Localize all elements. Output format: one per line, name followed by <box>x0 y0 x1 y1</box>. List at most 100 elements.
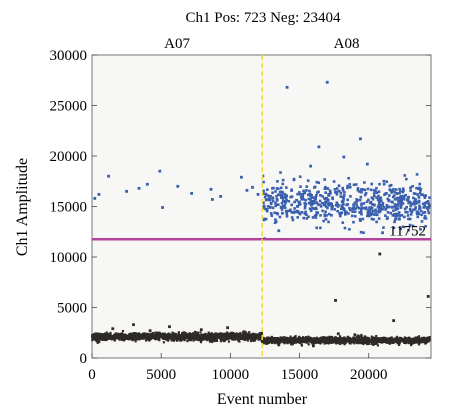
positive-droplet <box>423 216 426 220</box>
negative-droplet <box>273 339 277 342</box>
positive-droplet <box>321 195 324 198</box>
positive-droplet <box>401 195 405 198</box>
positive-droplet <box>374 189 377 193</box>
negative-droplet <box>177 332 180 336</box>
negative-droplet <box>203 334 207 338</box>
negative-droplet <box>361 339 365 342</box>
positive-droplet <box>274 204 278 208</box>
negative-droplet <box>244 337 248 340</box>
positive-droplet <box>281 182 285 186</box>
positive-droplet <box>319 205 323 208</box>
negative-droplet <box>122 335 125 338</box>
negative-droplet <box>385 341 388 344</box>
negative-droplet <box>210 332 213 335</box>
positive-droplet <box>300 210 304 214</box>
positive-droplet <box>376 210 380 213</box>
positive-droplet <box>406 210 409 214</box>
negative-droplet <box>97 340 100 343</box>
negative-droplet <box>171 337 174 340</box>
negative-droplet <box>91 336 94 340</box>
negative-droplet <box>168 332 171 335</box>
positive-droplet <box>356 187 360 190</box>
positive-droplet <box>313 198 317 201</box>
y-tick-label: 5000 <box>57 301 87 317</box>
negative-droplet <box>367 337 371 340</box>
positive-droplet <box>310 202 314 206</box>
positive-droplet <box>344 212 347 215</box>
negative-droplet <box>92 333 95 336</box>
positive-droplet <box>377 207 381 211</box>
positive-droplet <box>319 226 322 230</box>
x-axis-title: Event number <box>217 391 308 408</box>
negative-droplet <box>355 338 358 341</box>
negative-droplet <box>286 337 289 340</box>
negative-droplet <box>424 342 427 345</box>
positive-droplet <box>427 204 431 207</box>
positive-droplet <box>210 198 214 201</box>
positive-droplet <box>262 189 265 193</box>
x-tick-label: 0 <box>88 367 96 383</box>
positive-droplet <box>324 205 328 208</box>
negative-droplet <box>95 339 98 343</box>
positive-droplet <box>262 206 266 210</box>
positive-droplet <box>324 200 328 204</box>
negative-droplet <box>163 332 167 335</box>
negative-droplet <box>329 338 332 341</box>
negative-droplet <box>238 335 241 338</box>
negative-droplet <box>236 336 239 339</box>
negative-droplet <box>265 340 268 343</box>
positive-droplet <box>360 207 364 210</box>
negative-droplet <box>322 336 325 339</box>
positive-droplet <box>418 182 422 186</box>
positive-droplet <box>298 175 302 179</box>
positive-droplet <box>416 201 420 204</box>
positive-droplet <box>393 214 397 218</box>
positive-droplet <box>409 204 413 208</box>
positive-droplet <box>335 193 339 196</box>
negative-droplet <box>95 337 99 341</box>
negative-droplet <box>293 341 296 345</box>
negative-droplet <box>267 340 271 344</box>
positive-droplet <box>285 194 288 197</box>
negative-droplet <box>362 342 365 346</box>
positive-droplet <box>359 219 362 223</box>
negative-droplet <box>231 335 234 338</box>
negative-droplet <box>385 339 388 342</box>
negative-droplet <box>163 337 166 341</box>
positive-droplet <box>284 196 288 200</box>
negative-droplet <box>406 340 409 343</box>
positive-droplet <box>348 206 351 210</box>
positive-droplet <box>359 195 363 199</box>
positive-droplet <box>310 196 314 199</box>
negative-droplet <box>119 336 122 339</box>
positive-droplet <box>352 207 355 211</box>
negative-droplet <box>98 340 101 344</box>
negative-droplet <box>291 343 294 346</box>
negative-droplet <box>198 339 201 342</box>
negative-droplet <box>139 336 142 339</box>
negative-droplet <box>198 336 201 339</box>
negative-droplet <box>154 337 157 341</box>
positive-droplet <box>276 180 279 183</box>
negative-droplet <box>310 340 314 343</box>
positive-droplet <box>339 212 343 215</box>
negative-droplet <box>227 332 230 335</box>
positive-droplet <box>350 214 354 218</box>
negative-droplet <box>205 333 208 337</box>
negative-droplet <box>392 319 396 323</box>
negative-droplet <box>396 342 399 345</box>
negative-droplet <box>343 341 346 345</box>
positive-droplet <box>366 187 370 191</box>
negative-droplet <box>134 337 137 340</box>
positive-droplet <box>364 206 368 209</box>
positive-droplet <box>399 204 403 208</box>
negative-droplet <box>333 338 336 341</box>
positive-droplet <box>290 189 293 192</box>
negative-droplet <box>147 334 150 337</box>
positive-droplet <box>389 189 392 192</box>
negative-droplet <box>319 337 322 341</box>
y-axis-title: Ch1 Amplitude <box>14 158 31 256</box>
negative-droplet <box>247 335 250 338</box>
negative-droplet <box>356 340 359 343</box>
